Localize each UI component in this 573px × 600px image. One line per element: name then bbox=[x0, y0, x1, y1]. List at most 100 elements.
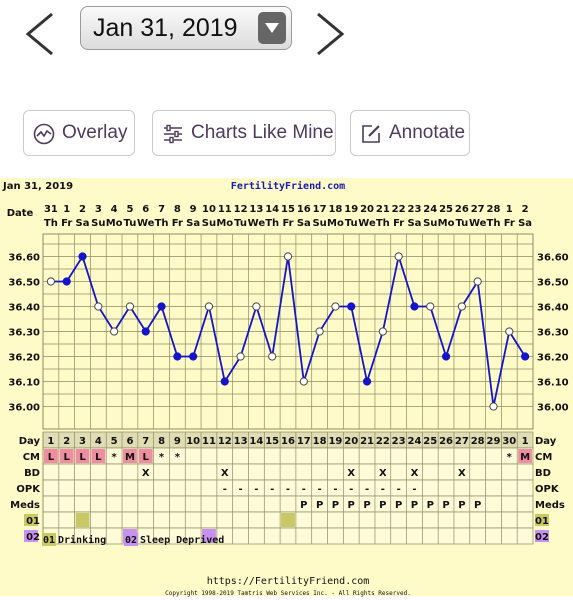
row-cell-day: 10 bbox=[186, 436, 200, 447]
y-tick-right: 36.60 bbox=[537, 253, 569, 264]
chevron-left-icon bbox=[25, 12, 53, 56]
row-label-o1: 01 bbox=[26, 516, 40, 527]
date-select[interactable]: Jan 31, 2019 bbox=[80, 6, 292, 50]
row-cell-opk: - bbox=[286, 484, 290, 495]
row-cell-day: 4 bbox=[95, 436, 102, 447]
weekday-tick: Mo bbox=[216, 218, 233, 229]
temperature-point bbox=[457, 302, 466, 311]
date-tick: 31 bbox=[44, 204, 58, 215]
temperature-point bbox=[62, 277, 71, 286]
row-cell-day: 27 bbox=[455, 436, 469, 447]
row-cell-day: 3 bbox=[79, 436, 86, 447]
bbt-chart-svg: Jan 31, 2019 FertilityFriend.com Date 31T… bbox=[0, 176, 573, 600]
y-tick-left: 36.50 bbox=[8, 278, 40, 289]
date-tick: 4 bbox=[111, 204, 118, 215]
weekday-tick: Th bbox=[44, 218, 58, 229]
date-tick: 26 bbox=[455, 204, 469, 215]
weekday-tick: Tu bbox=[455, 218, 468, 229]
chevron-right-icon bbox=[317, 12, 345, 56]
y-tick-left: 36.30 bbox=[8, 328, 40, 339]
row-cell-day: 2 bbox=[63, 436, 70, 447]
row-cell-bd: X bbox=[347, 468, 355, 479]
row-label-bd: BD bbox=[535, 468, 551, 479]
row-cell-bd: X bbox=[379, 468, 387, 479]
temperature-point bbox=[252, 302, 261, 311]
row-cell-bd: X bbox=[458, 468, 466, 479]
cm-highlight bbox=[91, 449, 106, 463]
prev-date-button[interactable] bbox=[18, 8, 66, 56]
row-label-day: Day bbox=[19, 436, 41, 447]
row-cell-opk: - bbox=[318, 484, 322, 495]
annotate-button[interactable]: Annotate bbox=[350, 110, 470, 156]
date-tick: 24 bbox=[423, 204, 437, 215]
weekday-tick: Tu bbox=[234, 218, 247, 229]
row-label-swatch bbox=[535, 514, 549, 526]
row-cell-cm: * bbox=[112, 452, 118, 463]
row-cell-opk: - bbox=[349, 484, 353, 495]
date-tick: 20 bbox=[360, 204, 374, 215]
row-cell-cm: L bbox=[64, 452, 71, 463]
footer-url: https://FertilityFriend.com bbox=[207, 576, 370, 587]
temperature-point bbox=[189, 352, 198, 361]
row-o2 bbox=[42, 527, 534, 545]
date-tick: 8 bbox=[174, 204, 181, 215]
weekday-tick: Tu bbox=[124, 218, 137, 229]
row-cell-cm: L bbox=[143, 452, 150, 463]
date-tick: 16 bbox=[297, 204, 311, 215]
row-label-meds: Meds bbox=[535, 500, 565, 511]
date-tick: 25 bbox=[439, 204, 453, 215]
drinking-mark bbox=[75, 513, 90, 527]
weekday-tick: Th bbox=[265, 218, 279, 229]
weekday-tick: Su bbox=[91, 218, 105, 229]
row-cell-day: 26 bbox=[439, 436, 453, 447]
date-row-label: Date bbox=[7, 208, 34, 219]
y-tick-right: 36.20 bbox=[537, 353, 569, 364]
row-cell-day: 5 bbox=[111, 436, 118, 447]
date-tick: 10 bbox=[202, 204, 216, 215]
overlay-icon bbox=[33, 123, 55, 145]
weekday-tick: Fr bbox=[61, 218, 72, 229]
row-cell-day: 13 bbox=[234, 436, 248, 447]
row-cell-day: 24 bbox=[407, 436, 421, 447]
row-label-opk: OPK bbox=[535, 484, 560, 495]
row-cell-opk: - bbox=[239, 484, 243, 495]
charts-like-mine-button[interactable]: Charts Like Mine bbox=[152, 110, 336, 156]
weekday-tick: We bbox=[358, 218, 376, 229]
weekday-tick: Su bbox=[312, 218, 326, 229]
temperature-point bbox=[94, 302, 103, 311]
temperature-point bbox=[347, 302, 356, 311]
legend-o2-swatch bbox=[124, 533, 138, 546]
row-label-day: Day bbox=[535, 436, 557, 447]
date-tick: 2 bbox=[79, 204, 86, 215]
row-label-meds: Meds bbox=[10, 500, 40, 511]
row-cell-meds: P bbox=[411, 500, 418, 511]
row-cell-day: 17 bbox=[297, 436, 311, 447]
row-cell-opk: - bbox=[302, 484, 306, 495]
temperature-point bbox=[331, 302, 340, 311]
row-label-o2: 02 bbox=[26, 532, 40, 543]
row-label-opk: OPK bbox=[16, 484, 41, 495]
overlay-label: Overlay bbox=[62, 122, 128, 143]
weekday-tick: Sa bbox=[407, 218, 421, 229]
row-cell-cm: * bbox=[175, 452, 181, 463]
date-tick: 1 bbox=[506, 204, 513, 215]
date-tick: 5 bbox=[126, 204, 133, 215]
temperature-point bbox=[315, 327, 324, 336]
weekday-tick: We bbox=[469, 218, 487, 229]
y-tick-left: 36.10 bbox=[8, 378, 40, 389]
temperature-point bbox=[110, 327, 119, 336]
row-cell-day: 25 bbox=[423, 436, 437, 447]
y-tick-right: 36.50 bbox=[537, 278, 569, 289]
row-cell-opk: - bbox=[254, 484, 258, 495]
weekday-tick: Mo bbox=[327, 218, 344, 229]
next-date-button[interactable] bbox=[308, 8, 356, 56]
row-cell-day: 1 bbox=[47, 436, 54, 447]
row-cell-meds: P bbox=[332, 500, 339, 511]
cm-highlight bbox=[44, 449, 58, 463]
temperature-point bbox=[204, 302, 214, 311]
weekday-tick: Th bbox=[487, 218, 501, 229]
row-label-swatch bbox=[24, 530, 38, 542]
date-tick: 18 bbox=[328, 204, 342, 215]
row-label-bd: BD bbox=[24, 468, 40, 479]
overlay-button[interactable]: Overlay bbox=[23, 110, 135, 156]
